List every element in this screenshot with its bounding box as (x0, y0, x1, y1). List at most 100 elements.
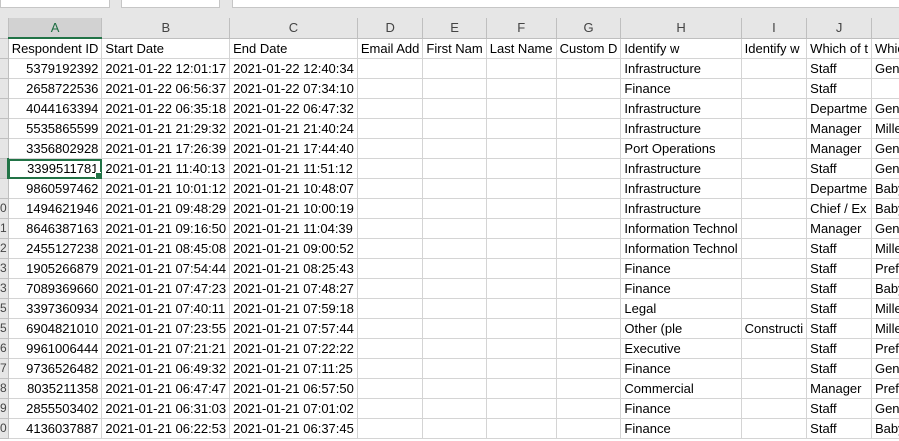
cell[interactable] (422, 158, 487, 179)
cell[interactable]: 2021-01-21 06:49:32 (101, 358, 231, 379)
header-cell[interactable]: Last Name (486, 38, 557, 59)
cell[interactable]: Staff (806, 318, 872, 339)
column-header-e[interactable]: E (422, 18, 487, 39)
cell[interactable]: 2021-01-21 07:54:44 (101, 258, 231, 279)
row-number[interactable]: 7 (0, 358, 9, 379)
cell[interactable] (741, 338, 808, 359)
cell[interactable]: Baby Boor (871, 418, 899, 439)
header-cell[interactable]: Which ger (871, 38, 899, 59)
cell[interactable] (357, 118, 424, 139)
cell[interactable] (556, 138, 622, 159)
cell[interactable] (556, 118, 622, 139)
header-cell[interactable]: Identify w (620, 38, 742, 59)
cell[interactable] (357, 158, 424, 179)
cell[interactable] (357, 138, 424, 159)
row-number[interactable]: 2 (0, 238, 9, 259)
cell[interactable]: 8646387163 (8, 218, 103, 239)
cell[interactable] (741, 258, 808, 279)
cell[interactable] (357, 78, 424, 99)
cell[interactable]: Millennial (871, 118, 899, 139)
cell[interactable]: Prefer not (871, 338, 899, 359)
row-number[interactable]: 8 (0, 378, 9, 399)
cell[interactable]: Manager (806, 218, 872, 239)
cell[interactable]: 3397360934 (8, 298, 103, 319)
cell[interactable]: 2021-01-21 07:59:18 (229, 298, 358, 319)
cell[interactable]: 2021-01-22 12:01:17 (101, 58, 231, 79)
cell[interactable] (486, 278, 557, 299)
cell[interactable] (741, 218, 808, 239)
cell[interactable] (357, 278, 424, 299)
cell[interactable] (486, 258, 557, 279)
cell[interactable] (556, 78, 622, 99)
cell[interactable]: Staff (806, 78, 872, 99)
cell[interactable] (556, 298, 622, 319)
cell[interactable]: Staff (806, 258, 872, 279)
cell[interactable]: 4136037887 (8, 418, 103, 439)
cell[interactable] (357, 418, 424, 439)
cell[interactable]: 2021-01-22 07:34:10 (229, 78, 358, 99)
cell[interactable] (486, 398, 557, 419)
cell[interactable] (357, 358, 424, 379)
cell[interactable]: 2021-01-21 11:40:13 (101, 158, 231, 179)
row-number[interactable]: 9 (0, 398, 9, 419)
cell[interactable]: 4044163394 (8, 98, 103, 119)
cell[interactable] (556, 318, 622, 339)
cell[interactable]: 2658722536 (8, 78, 103, 99)
cell[interactable]: Manager (806, 138, 872, 159)
cell[interactable]: 2021-01-21 10:48:07 (229, 178, 358, 199)
cell[interactable] (422, 218, 487, 239)
header-cell[interactable]: Which of t (806, 38, 872, 59)
cell[interactable]: Staff (806, 358, 872, 379)
row-number[interactable]: 5 (0, 298, 9, 319)
cell[interactable] (741, 398, 808, 419)
cell[interactable]: 2021-01-21 06:31:03 (101, 398, 231, 419)
cell[interactable] (741, 158, 808, 179)
formula-area[interactable] (232, 0, 899, 8)
row-number[interactable]: 6 (0, 338, 9, 359)
cell[interactable]: 2021-01-21 21:40:24 (229, 118, 358, 139)
cell[interactable]: Baby Boor (871, 198, 899, 219)
cell[interactable]: 1905266879 (8, 258, 103, 279)
cell[interactable]: 2021-01-21 17:26:39 (101, 138, 231, 159)
cell[interactable] (741, 238, 808, 259)
cell[interactable]: 9736526482 (8, 358, 103, 379)
cell[interactable]: Staff (806, 278, 872, 299)
cell[interactable]: Constructi (741, 318, 808, 339)
cell[interactable]: Staff (806, 338, 872, 359)
cell[interactable]: 2021-01-22 06:47:32 (229, 98, 358, 119)
cell[interactable] (486, 178, 557, 199)
cell[interactable] (556, 158, 622, 179)
cell[interactable]: Infrastructure (620, 118, 742, 139)
cell[interactable]: 2021-01-21 11:51:12 (229, 158, 358, 179)
cell[interactable] (741, 178, 808, 199)
cell[interactable]: 2021-01-21 07:21:21 (101, 338, 231, 359)
cell[interactable]: Finance (620, 278, 742, 299)
cell[interactable] (357, 378, 424, 399)
cell[interactable]: 2021-01-21 07:01:02 (229, 398, 358, 419)
cell[interactable] (422, 138, 487, 159)
cell[interactable] (486, 158, 557, 179)
cell[interactable]: Infrastructure (620, 98, 742, 119)
cell[interactable]: Staff (806, 158, 872, 179)
cell[interactable] (357, 198, 424, 219)
cell[interactable]: 2021-01-21 09:16:50 (101, 218, 231, 239)
cell[interactable]: Staff (806, 298, 872, 319)
cell[interactable] (486, 378, 557, 399)
cell[interactable]: Infrastructure (620, 158, 742, 179)
cell[interactable]: 7089369660 (8, 278, 103, 299)
cell[interactable]: 2021-01-21 07:57:44 (229, 318, 358, 339)
cell[interactable] (556, 238, 622, 259)
cell[interactable] (741, 378, 808, 399)
cell[interactable]: 5379192392 (8, 58, 103, 79)
cell[interactable]: Infrastructure (620, 58, 742, 79)
row-number[interactable]: 1 (0, 218, 9, 239)
cell[interactable] (486, 198, 557, 219)
cell[interactable] (422, 338, 487, 359)
cell[interactable]: Millennial (871, 238, 899, 259)
cell[interactable] (422, 278, 487, 299)
cell[interactable]: 2021-01-21 06:47:47 (101, 378, 231, 399)
cell[interactable] (556, 218, 622, 239)
cell[interactable]: Departme (806, 178, 872, 199)
cell[interactable] (422, 418, 487, 439)
row-number[interactable] (0, 138, 9, 159)
